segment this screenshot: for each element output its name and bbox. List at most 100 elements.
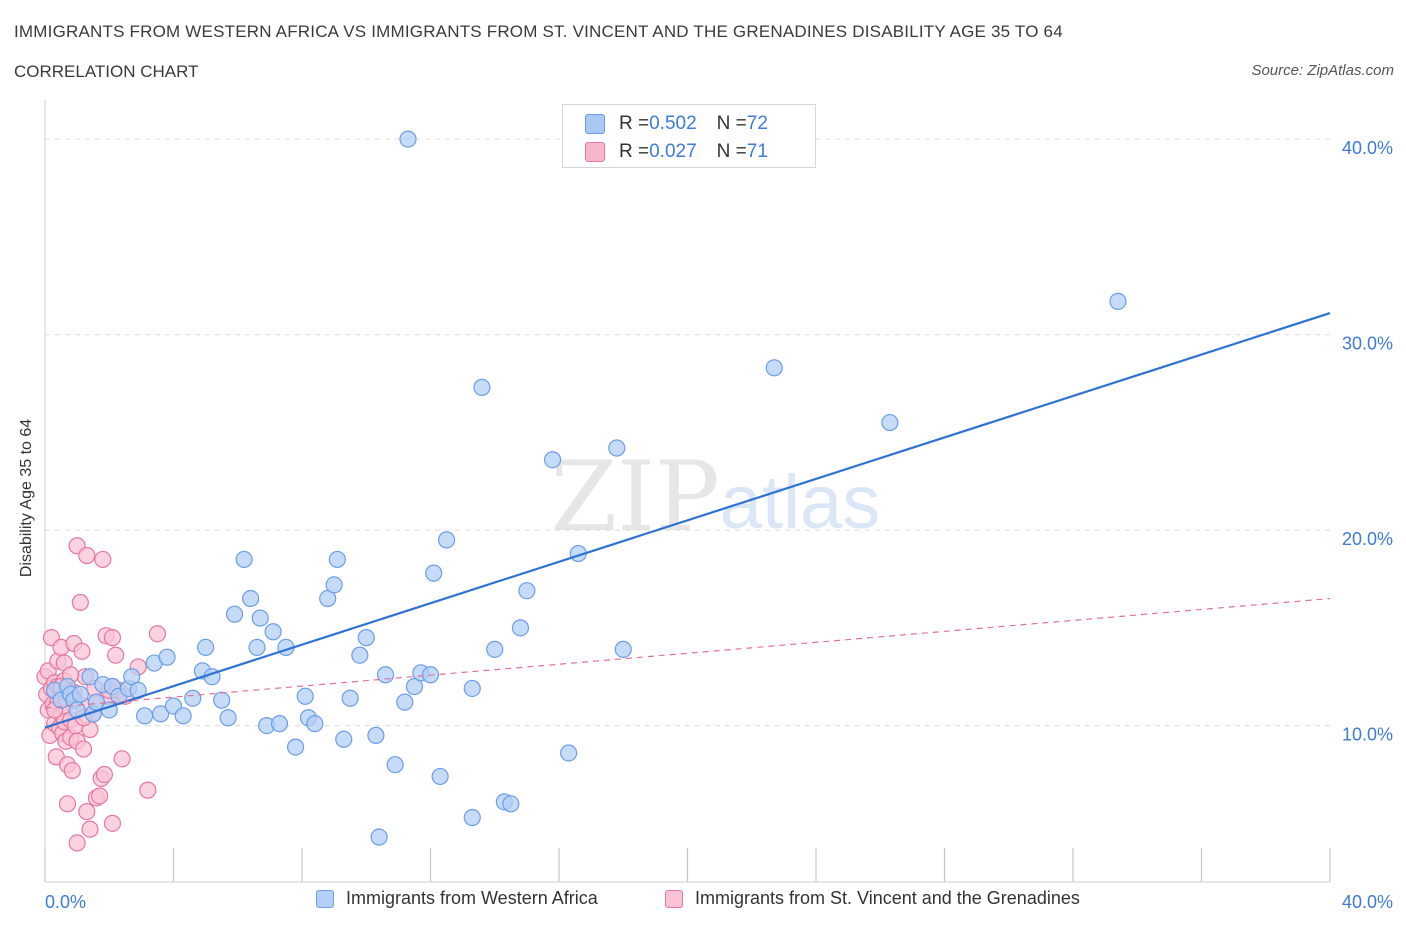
y-axis-label: Disability Age 35 to 64	[18, 418, 35, 578]
point-western-africa	[335, 730, 353, 748]
point-western-africa	[306, 715, 324, 733]
point-western-africa	[357, 629, 375, 647]
point-western-africa	[213, 691, 231, 709]
point-western-africa	[386, 756, 404, 774]
point-western-africa	[197, 638, 215, 657]
legend-swatch-blue	[316, 889, 334, 908]
point-western-africa	[473, 378, 491, 396]
legend-label: Immigrants from St. Vincent and the Gren…	[695, 888, 1080, 908]
y-tick-label: 30.0%	[1342, 334, 1393, 354]
stats-row-st-vincent: R = 0.027 N = 71	[585, 141, 768, 163]
source-credit: Source: ZipAtlas.com	[1251, 62, 1394, 79]
point-western-africa	[431, 767, 449, 786]
point-western-africa	[174, 707, 192, 725]
n-value: 71	[746, 141, 768, 162]
point-western-africa	[463, 808, 481, 827]
legend-label: Immigrants from Western Africa	[346, 888, 598, 908]
y-tick-label: 20.0%	[1342, 529, 1393, 549]
point-western-africa	[71, 685, 89, 703]
r-value: 0.502	[649, 113, 697, 134]
legend-item-western-africa[interactable]: Immigrants from Western Africa	[316, 888, 598, 909]
data-points	[36, 130, 1127, 852]
x-tick-label: 40.0%	[1342, 892, 1393, 912]
point-st-vincent	[71, 593, 89, 612]
trend-line-western-africa	[44, 312, 1331, 729]
point-st-vincent	[95, 765, 114, 784]
point-western-africa	[325, 576, 343, 594]
point-western-africa	[425, 564, 443, 582]
point-western-africa	[486, 640, 504, 658]
legend-swatch-pink	[665, 889, 683, 908]
point-st-vincent	[139, 781, 157, 799]
point-western-africa	[225, 605, 244, 623]
point-western-africa	[560, 744, 578, 762]
n-label: N =	[716, 141, 747, 162]
point-western-africa	[135, 707, 154, 725]
point-st-vincent	[81, 820, 99, 838]
point-western-africa	[270, 715, 289, 733]
point-st-vincent	[103, 629, 122, 647]
point-st-vincent	[103, 814, 122, 832]
stats-legend: R = 0.502 N = 72 R = 0.027 N = 71	[562, 104, 816, 168]
point-western-africa	[399, 130, 417, 148]
point-western-africa	[881, 413, 899, 432]
watermark-atlas: atlas	[720, 460, 881, 545]
chart-title: IMMIGRANTS FROM WESTERN AFRICA VS IMMIGR…	[14, 22, 1063, 41]
y-tick-label: 10.0%	[1342, 725, 1393, 745]
watermark: ZIP atlas	[550, 441, 880, 553]
y-tick-label: 40.0%	[1342, 138, 1393, 158]
point-st-vincent	[78, 546, 96, 565]
r-label: R =	[619, 141, 650, 162]
point-western-africa	[328, 550, 346, 569]
point-western-africa	[219, 709, 237, 727]
point-western-africa	[235, 550, 253, 569]
point-st-vincent	[107, 646, 125, 664]
point-st-vincent	[148, 625, 167, 643]
n-value: 72	[746, 113, 768, 134]
tick-labels: 10.0% 20.0% 30.0% 40.0% 0.0% 40.0%	[45, 138, 1393, 912]
point-western-africa	[614, 640, 632, 658]
n-label: N =	[716, 113, 747, 134]
point-st-vincent	[113, 750, 131, 768]
gridlines	[45, 138, 1330, 727]
stats-row-western-africa: R = 0.502 N = 72	[585, 113, 768, 135]
point-western-africa	[608, 439, 626, 457]
legend-item-st-vincent[interactable]: Immigrants from St. Vincent and the Gren…	[665, 888, 1080, 909]
point-st-vincent	[73, 642, 91, 660]
point-western-africa	[1109, 292, 1127, 310]
watermark-zip: ZIP	[550, 441, 719, 553]
stats-swatch-pink	[585, 142, 605, 162]
trend-line-st-vincent	[44, 597, 1331, 709]
point-st-vincent	[68, 834, 86, 852]
point-western-africa	[765, 359, 783, 377]
point-western-africa	[518, 582, 536, 600]
point-st-vincent	[91, 787, 109, 805]
axes	[44, 100, 1331, 883]
point-western-africa	[351, 646, 369, 664]
point-st-vincent	[78, 803, 96, 821]
point-western-africa	[81, 668, 99, 686]
trend-lines	[44, 312, 1331, 729]
point-st-vincent	[74, 740, 93, 758]
point-western-africa	[367, 726, 385, 744]
r-value: 0.027	[649, 141, 697, 162]
point-western-africa	[370, 828, 388, 846]
point-western-africa	[502, 795, 520, 813]
point-western-africa	[396, 693, 414, 711]
x-tick-label: 0.0%	[45, 892, 86, 912]
point-st-vincent	[58, 795, 77, 813]
chart-subtitle: CORRELATION CHART	[14, 62, 199, 81]
point-western-africa	[286, 738, 305, 756]
point-western-africa	[248, 638, 266, 657]
point-western-africa	[152, 705, 170, 723]
point-western-africa	[376, 666, 395, 684]
point-western-africa	[184, 689, 202, 707]
point-western-africa	[251, 609, 269, 627]
point-western-africa	[511, 619, 530, 637]
point-western-africa	[296, 687, 314, 705]
r-label: R =	[619, 113, 650, 134]
point-western-africa	[264, 623, 282, 641]
point-western-africa	[341, 689, 359, 707]
point-western-africa	[158, 648, 176, 666]
